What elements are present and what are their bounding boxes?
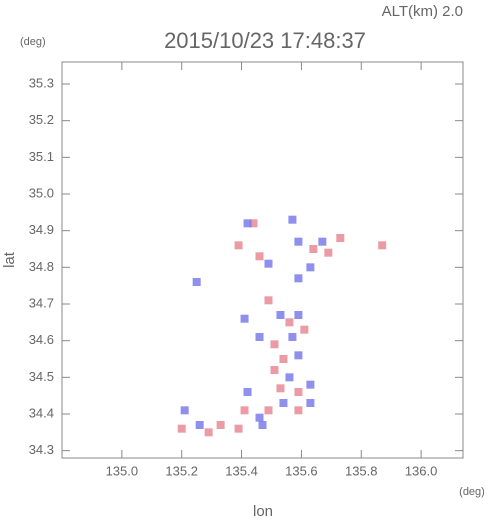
x-unit: (deg) (459, 486, 485, 498)
radar-echo (378, 241, 387, 250)
y-tick-label: 34.3 (29, 442, 54, 457)
radar-echo (288, 215, 297, 224)
radar-echo (279, 355, 288, 363)
radar-echo (234, 424, 243, 433)
y-tick-label: 34.8 (29, 259, 54, 274)
radar-echo (318, 237, 327, 246)
x-tick-label: 135.8 (345, 463, 378, 478)
y-tick-label: 34.4 (29, 405, 54, 420)
altitude-label: ALT(km) 2.0 (382, 3, 463, 20)
radar-echo (294, 311, 303, 319)
y-tick-label: 35.1 (29, 149, 54, 164)
radar-echo (294, 406, 303, 415)
y-tick-label: 35.3 (29, 75, 54, 90)
radar-echo (264, 296, 273, 305)
radar-echo (243, 388, 252, 396)
y-tick-label: 34.6 (29, 332, 54, 347)
radar-echo (264, 406, 273, 415)
y-tick-label: 35.2 (29, 112, 54, 127)
radar-echo (306, 380, 315, 389)
x-axis-label: lon (253, 503, 273, 520)
radar-echo (195, 421, 204, 429)
radar-echo (270, 366, 279, 374)
radar-echo (285, 373, 294, 382)
x-tick-label: 135.6 (285, 463, 318, 478)
y-tick-label: 34.7 (29, 295, 54, 310)
x-tick-label: 135.4 (225, 463, 258, 478)
radar-echo (300, 325, 309, 334)
radar-echo (177, 424, 186, 433)
radar-echo (255, 413, 264, 422)
radar-echo (216, 421, 225, 429)
radar-echo (336, 234, 345, 242)
radar-echo (288, 333, 297, 341)
radar-echo (309, 245, 318, 253)
radar-echo (294, 274, 303, 283)
radar-echo (294, 237, 303, 246)
y-tick-label: 35.0 (29, 185, 54, 200)
radar-echo (192, 278, 201, 286)
radar-echo (276, 311, 285, 319)
radar-echo (255, 252, 264, 261)
radar-echo (324, 248, 333, 257)
radar-echo (240, 406, 249, 415)
radar-echo (180, 406, 189, 415)
y-tick-label: 34.9 (29, 222, 54, 237)
x-tick-label: 136.0 (405, 463, 438, 478)
radar-echo (234, 241, 243, 250)
radar-echo (249, 219, 258, 228)
radar-echo (294, 388, 303, 396)
plot-frame (61, 61, 464, 459)
radar-echo (243, 219, 252, 228)
radar-echo (306, 263, 315, 272)
radar-echo (204, 428, 213, 437)
radar-echo (240, 314, 249, 323)
x-tick-label: 135.0 (106, 463, 139, 478)
radar-echo (264, 259, 273, 268)
chart-title: 2015/10/23 17:48:37 (164, 28, 366, 53)
y-tick-label: 34.5 (29, 369, 54, 384)
radar-echo (279, 399, 288, 407)
y-axis-label: lat (1, 251, 18, 268)
radar-echo (270, 340, 279, 349)
radar-echo (306, 399, 315, 407)
y-unit: (deg) (20, 36, 46, 48)
radar-echo (294, 351, 303, 360)
radar-echo (258, 421, 267, 429)
radar-echo (276, 384, 285, 393)
x-tick-label: 135.2 (165, 463, 198, 478)
radar-echo (285, 318, 294, 327)
radar-echo (255, 333, 264, 341)
